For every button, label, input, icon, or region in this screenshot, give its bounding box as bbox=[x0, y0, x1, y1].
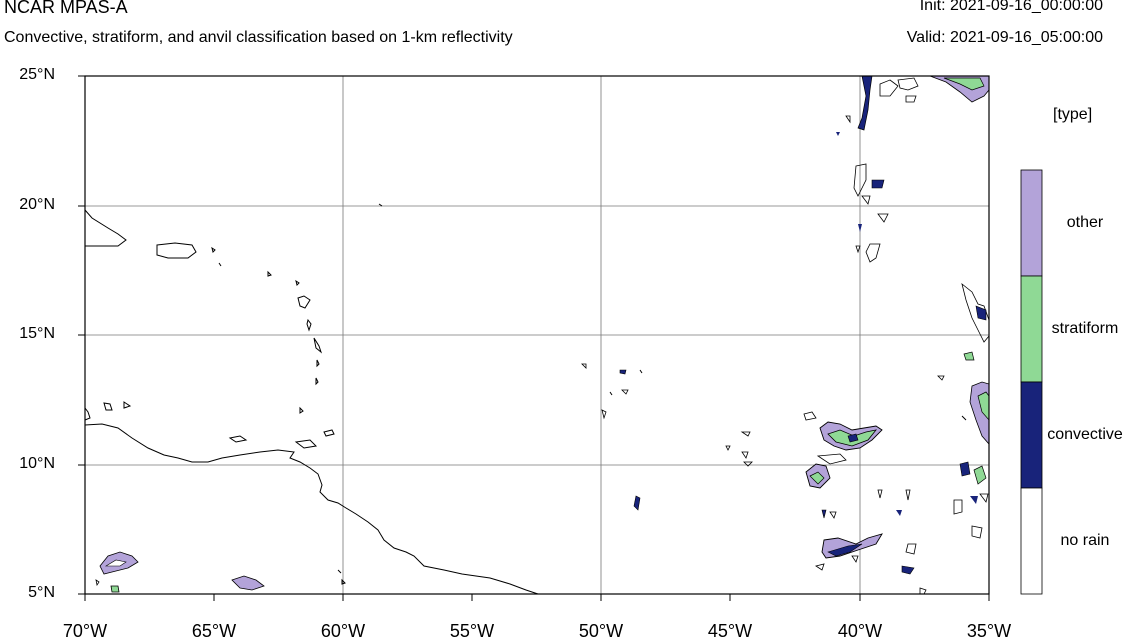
init-time: Init: 2021-09-16_00:00:00 bbox=[919, 0, 1103, 14]
precip-features bbox=[95, 75, 990, 595]
lon-label-60w: 60°W bbox=[320, 621, 366, 641]
colorbar-swatch-no-rain bbox=[1020, 487, 1043, 595]
lon-label-70w: 70°W bbox=[62, 621, 108, 641]
lon-label-50w: 50°W bbox=[578, 621, 624, 641]
tick-marks bbox=[78, 75, 990, 601]
lon-label-35w: 35°W bbox=[966, 621, 1012, 641]
lat-label-25n: 25°N bbox=[19, 66, 55, 83]
legend-label-other: other bbox=[1066, 214, 1104, 231]
lat-label-15n: 15°N bbox=[19, 325, 55, 342]
lat-label-20n: 20°N bbox=[19, 196, 55, 213]
legend-label-convective: convective bbox=[1047, 426, 1123, 443]
legend-title: [type] bbox=[1053, 106, 1093, 123]
lat-label-5n: 5°N bbox=[28, 584, 55, 601]
lon-label-55w: 55°W bbox=[449, 621, 495, 641]
map-title: NCAR MPAS-A bbox=[4, 0, 128, 17]
lon-label-65w: 65°W bbox=[191, 621, 237, 641]
coastlines bbox=[84, 203, 539, 595]
lon-label-45w: 45°W bbox=[707, 621, 753, 641]
lon-label-40w: 40°W bbox=[837, 621, 883, 641]
valid-time: Valid: 2021-09-16_05:00:00 bbox=[906, 29, 1103, 46]
legend-label-stratiform: stratiform bbox=[1051, 320, 1119, 337]
map-subtitle: Convective, stratiform, and anvil classi… bbox=[4, 29, 513, 46]
lat-label-10n: 10°N bbox=[19, 455, 55, 472]
gridlines bbox=[85, 76, 989, 594]
map-panel bbox=[78, 75, 990, 601]
legend-label-no-rain: no rain bbox=[1060, 532, 1110, 549]
colorbar bbox=[1020, 169, 1043, 595]
